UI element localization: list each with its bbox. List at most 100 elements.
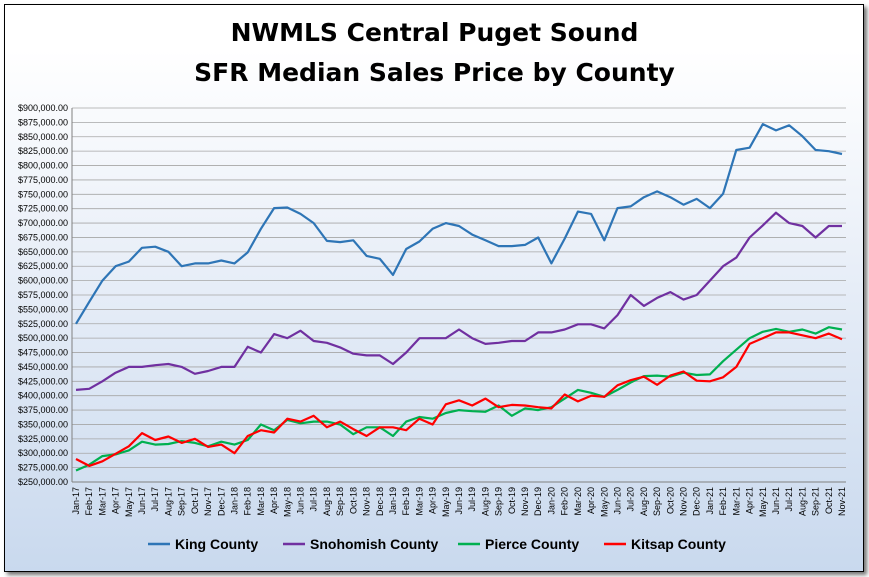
x-tick-label: Mar-17 — [97, 487, 107, 516]
x-tick-label: Dec-17 — [216, 487, 226, 516]
x-tick-label: Jun-20 — [612, 487, 622, 515]
x-tick-label: Oct-18 — [348, 487, 358, 514]
x-tick-label: Feb-19 — [401, 487, 411, 516]
series-line-snohomish-county — [75, 211, 842, 391]
x-tick-label: Sep-17 — [177, 487, 187, 516]
x-tick-label: Sep-19 — [494, 487, 504, 516]
x-tick-label: Aug-18 — [322, 487, 332, 516]
series-lines — [75, 122, 843, 472]
x-tick-label: Oct-20 — [665, 487, 675, 514]
x-tick-label: Apr-20 — [586, 487, 596, 514]
x-tick-label: Jan-19 — [388, 487, 398, 515]
legend: King County Snohomish County Pierce County… — [148, 536, 726, 552]
x-tick-label: May-21 — [758, 487, 768, 517]
y-tick-label: $650,000.00 — [18, 247, 68, 257]
x-tick-label: Dec-18 — [375, 487, 385, 516]
y-tick-label: $775,000.00 — [18, 175, 68, 185]
x-tick-label: Jun-19 — [454, 487, 464, 515]
y-tick-label: $700,000.00 — [18, 218, 68, 228]
y-tick-label: $475,000.00 — [18, 348, 68, 358]
x-tick-label: Jun-17 — [137, 487, 147, 515]
chart-frame — [4, 4, 864, 572]
y-tick-label: $275,000.00 — [18, 463, 68, 473]
x-tick-label: Sep-18 — [335, 487, 345, 516]
x-tick-label: Jul-17 — [150, 487, 160, 512]
x-tick-label: Apr-19 — [428, 487, 438, 514]
y-axis: $250,000.00 $275,000.00 $300,000.00 $325,00… — [18, 103, 73, 487]
x-tick-label: Feb-17 — [84, 487, 94, 516]
legend-label: Kitsap County — [631, 536, 726, 552]
x-tick-label: Sep-20 — [652, 487, 662, 516]
x-tick-label: Mar-19 — [414, 487, 424, 516]
y-tick-label: $575,000.00 — [18, 290, 68, 300]
x-tick-label: Jan-20 — [546, 487, 556, 515]
y-tick-label: $900,000.00 — [18, 103, 68, 113]
chart-title-line-1: NWMLS Central Puget Sound — [230, 18, 639, 47]
legend-label: King County — [175, 536, 258, 552]
x-tick-label: May-18 — [282, 487, 292, 517]
x-tick-label: Feb-18 — [243, 487, 253, 516]
x-tick-label: Mar-21 — [731, 487, 741, 516]
y-tick-label: $350,000.00 — [18, 419, 68, 429]
series-line-kitsap-county — [75, 331, 843, 467]
x-tick-label: Aug-21 — [797, 487, 807, 516]
x-tick-label: Oct-17 — [190, 487, 200, 514]
x-tick-label: Apr-21 — [745, 487, 755, 514]
y-tick-label: $625,000.00 — [18, 261, 68, 271]
y-tick-label: $675,000.00 — [18, 232, 68, 242]
x-tick-label: Jan-21 — [705, 487, 715, 515]
x-tick-label: Jul-19 — [467, 487, 477, 512]
x-axis: Jan-17 Feb-17 Mar-17 Apr-17 May-17 Jun-17 Jul-… — [71, 481, 847, 517]
x-tick-label: Mar-20 — [573, 487, 583, 516]
y-tick-label: $750,000.00 — [18, 189, 68, 199]
y-tick-label: $500,000.00 — [18, 333, 68, 343]
x-tick-label: Apr-17 — [111, 487, 121, 514]
x-tick-label: Feb-20 — [560, 487, 570, 516]
series-line-king-county — [75, 122, 843, 325]
x-tick-label: Aug-17 — [163, 487, 173, 516]
x-tick-label: Apr-18 — [269, 487, 279, 514]
y-tick-label: $250,000.00 — [18, 477, 68, 487]
y-tick-label: $725,000.00 — [18, 204, 68, 214]
x-tick-label: Sep-21 — [811, 487, 821, 516]
x-tick-label: Nov-21 — [837, 487, 847, 516]
x-tick-label: Nov-18 — [362, 487, 372, 516]
y-tick-label: $850,000.00 — [18, 132, 68, 142]
x-tick-label: Jul-21 — [784, 487, 794, 512]
legend-label: Pierce County — [485, 536, 579, 552]
y-tick-label: $550,000.00 — [18, 304, 68, 314]
x-tick-label: Oct-21 — [824, 487, 834, 514]
x-tick-label: Nov-20 — [679, 487, 689, 516]
x-tick-label: May-19 — [441, 487, 451, 517]
y-tick-label: $525,000.00 — [18, 319, 68, 329]
x-tick-label: Jan-18 — [229, 487, 239, 515]
y-tick-label: $450,000.00 — [18, 362, 68, 372]
x-tick-label: Feb-21 — [718, 487, 728, 516]
chart-title-line-2: SFR Median Sales Price by County — [194, 58, 675, 87]
y-tick-label: $375,000.00 — [18, 405, 68, 415]
x-tick-label: Nov-19 — [520, 487, 530, 516]
x-tick-label: Dec-20 — [692, 487, 702, 516]
x-tick-label: May-20 — [599, 487, 609, 517]
y-tick-label: $600,000.00 — [18, 276, 68, 286]
y-tick-label: $800,000.00 — [18, 161, 68, 171]
x-tick-label: Aug-19 — [480, 487, 490, 516]
x-tick-label: Jun-18 — [296, 487, 306, 515]
y-tick-label: $875,000.00 — [18, 117, 68, 127]
x-tick-label: Mar-18 — [256, 487, 266, 516]
x-tick-label: May-17 — [124, 487, 134, 517]
legend-label: Snohomish County — [310, 536, 439, 552]
gridlines — [72, 107, 846, 483]
y-tick-label: $825,000.00 — [18, 146, 68, 156]
x-tick-label: Jul-20 — [626, 487, 636, 512]
y-tick-label: $325,000.00 — [18, 434, 68, 444]
x-tick-label: Nov-17 — [203, 487, 213, 516]
x-tick-label: Aug-20 — [639, 487, 649, 516]
x-tick-label: Oct-19 — [507, 487, 517, 514]
x-tick-label: Jul-18 — [309, 487, 319, 512]
x-tick-label: Jan-17 — [71, 487, 81, 515]
y-tick-label: $300,000.00 — [18, 448, 68, 458]
x-tick-label: Jun-21 — [771, 487, 781, 515]
y-tick-label: $400,000.00 — [18, 391, 68, 401]
